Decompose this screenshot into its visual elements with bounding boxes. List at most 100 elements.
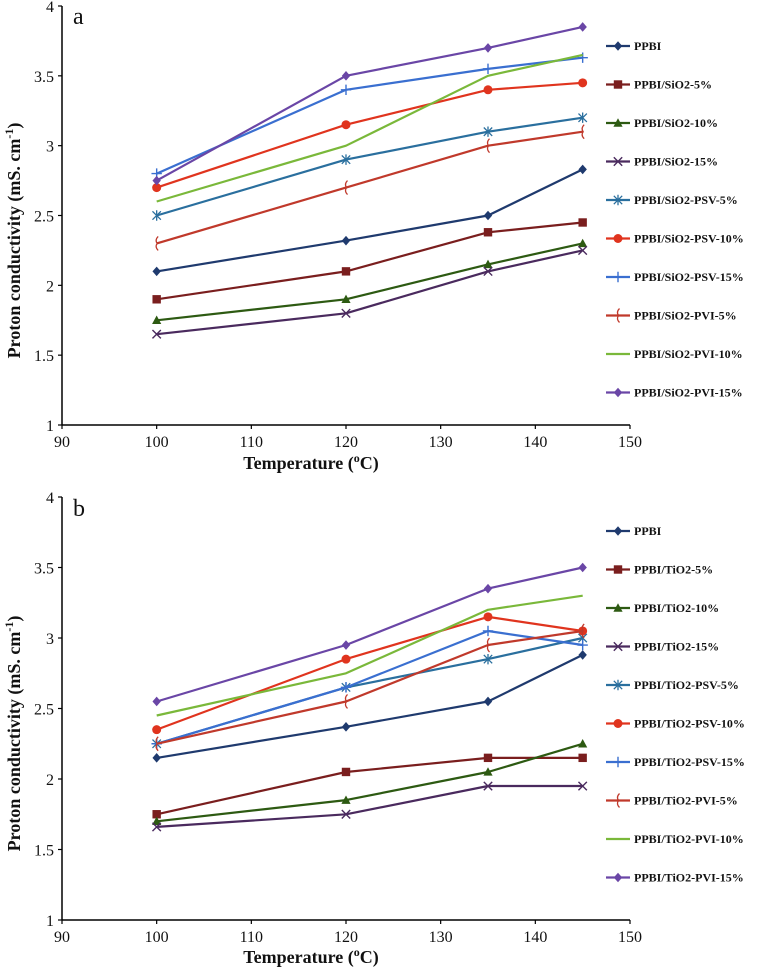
data-point — [341, 722, 351, 732]
legend-marker — [613, 156, 623, 167]
y-axis-label-sup: -1 — [2, 129, 16, 139]
data-point — [578, 22, 587, 32]
panel-label: a — [73, 4, 84, 30]
data-point — [483, 612, 493, 622]
legend-label: PPBI/SiO2-15% — [634, 155, 718, 169]
x-tick-label: 110 — [240, 929, 263, 946]
y-tick-label: 3.5 — [34, 561, 54, 578]
legend-item: PPBI/TiO2-PSV-10% — [606, 717, 745, 731]
series-6 — [152, 612, 588, 735]
legend-marker — [613, 41, 623, 51]
y-axis-label: Proton conductivity (mS. cm-1) — [2, 123, 25, 359]
legend-item: PPBI/TiO2-10% — [606, 601, 719, 615]
y-tick-label: 1 — [46, 418, 54, 435]
y-axis-label-tail: ) — [4, 123, 25, 129]
legend-item: PPBI/TiO2-PVI-5% — [606, 793, 738, 808]
x-tick-label: 100 — [145, 929, 169, 946]
data-point — [341, 120, 351, 130]
series-1 — [152, 164, 587, 277]
legend-marker — [613, 80, 623, 89]
legend-marker — [613, 194, 623, 206]
data-point — [151, 329, 162, 339]
series-line — [156, 615, 583, 731]
data-point — [341, 308, 351, 318]
legend-label: PPBI/SiO2-PSV-5% — [634, 193, 738, 207]
data-point — [578, 78, 588, 88]
data-point — [581, 623, 585, 639]
legend-item: PPBI/TiO2-15% — [606, 640, 719, 654]
legend-item: PPBI/TiO2-PSV-5% — [606, 678, 739, 692]
y-tick-label: 4 — [46, 490, 54, 507]
legend-label: PPBI/TiO2-PVI-10% — [634, 832, 744, 846]
x-tick-label: 90 — [54, 929, 70, 946]
series-line — [156, 629, 583, 745]
x-tick-label: 110 — [240, 434, 263, 451]
series-4 — [151, 781, 588, 832]
legend-marker — [612, 756, 624, 768]
data-point — [341, 154, 351, 165]
legend-marker — [613, 118, 623, 127]
data-point — [341, 640, 351, 650]
legend-item: PPBI/SiO2-PSV-15% — [606, 270, 744, 284]
y-tick-label: 3 — [46, 631, 54, 648]
legend-item: PPBI/TiO2-PVI-15% — [606, 871, 744, 885]
series-9 — [156, 594, 583, 717]
data-point — [483, 43, 493, 53]
y-tick-label: 1.5 — [34, 843, 54, 860]
legend-label: PPBI/SiO2-PSV-15% — [634, 270, 744, 284]
x-tick-label: 130 — [429, 434, 453, 451]
data-point — [483, 266, 493, 277]
data-point — [341, 267, 351, 276]
data-point — [578, 238, 588, 248]
data-point — [578, 753, 587, 763]
data-point — [578, 164, 587, 175]
legend-marker — [613, 641, 623, 652]
legend-marker — [613, 565, 623, 574]
chart-panel-a: 90 100 110 120 130 140 150 1 1.5 2 2.5 3 3.5 4 a Temper… — [2, 0, 744, 474]
data-point — [577, 639, 588, 651]
y-axis-label: Proton conductivity (mS. cm-1) — [2, 616, 25, 852]
legend-item: PPBI/SiO2-10% — [606, 116, 718, 130]
data-point — [483, 126, 493, 137]
data-point — [483, 228, 493, 237]
legend-label: PPBI/TiO2-15% — [634, 640, 719, 654]
data-point — [152, 315, 162, 324]
series-line — [156, 130, 583, 245]
x-tick-label: 130 — [429, 929, 453, 946]
y-tick-label: 3.5 — [34, 69, 54, 86]
legend-label: PPBI/TiO2-PVI-15% — [634, 871, 744, 885]
data-point — [578, 562, 587, 573]
legend-item: PPBI/SiO2-5% — [606, 78, 712, 92]
legend-item: PPBI/SiO2-PSV-5% — [606, 193, 738, 207]
legend-item: PPBI — [606, 524, 662, 538]
data-point — [578, 218, 587, 227]
data-point — [340, 682, 352, 693]
chart-panel-b: 90 100 110 120 130 140 150 1 1.5 2 2.5 3 3.5 4 b Temper… — [2, 490, 745, 968]
series-line — [156, 784, 583, 828]
series-line — [156, 566, 583, 703]
data-point — [483, 210, 493, 221]
legend-item: PPBI/SiO2-PVI-10% — [606, 347, 743, 361]
series-5 — [152, 112, 588, 221]
data-point — [578, 739, 588, 748]
series-line — [156, 653, 584, 759]
x-axis-label-sup: o — [354, 945, 360, 959]
series-8 — [155, 124, 585, 251]
series-10 — [152, 562, 587, 707]
data-point — [344, 180, 348, 196]
legend-label: PPBI/SiO2-10% — [634, 116, 718, 130]
x-tick-label: 100 — [145, 434, 169, 451]
data-point — [341, 235, 351, 246]
series-4 — [151, 245, 588, 339]
y-axis-label-main: Proton conductivity (mS. cm — [4, 139, 25, 359]
data-point — [152, 266, 161, 277]
x-tick-label: 90 — [54, 434, 70, 451]
legend-label: PPBI/SiO2-PSV-10% — [634, 232, 744, 246]
legend-label: PPBI — [634, 39, 662, 53]
data-point — [486, 637, 490, 653]
series-line — [156, 53, 583, 203]
series-6 — [152, 78, 588, 193]
x-axis-label: Temperature (oC) — [243, 945, 378, 968]
legend-item: PPBI/TiO2-PVI-10% — [606, 832, 744, 846]
